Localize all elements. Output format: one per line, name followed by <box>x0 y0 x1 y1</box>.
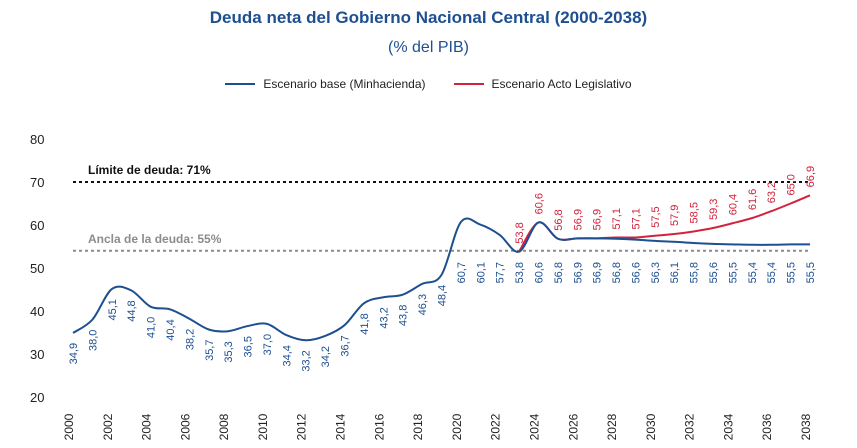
data-label-base: 43,2 <box>378 307 390 328</box>
y-tick-label: 80 <box>30 132 44 147</box>
data-label-base: 44,8 <box>126 300 138 321</box>
x-tick-label: 2022 <box>489 413 503 440</box>
data-label-base: 55,4 <box>766 262 778 283</box>
data-label-base: 55,6 <box>708 262 720 283</box>
x-tick-label: 2010 <box>256 413 270 440</box>
data-label-acto: 57,1 <box>630 208 642 229</box>
data-label-base: 38,2 <box>184 329 196 350</box>
data-label-base: 43,8 <box>398 305 410 326</box>
data-label-base: 56,9 <box>572 262 584 283</box>
legend: Escenario base (Minhacienda) Escenario A… <box>0 77 857 91</box>
data-label-base: 55,8 <box>689 262 701 283</box>
y-tick-label: 60 <box>30 218 44 233</box>
data-label-base: 60,1 <box>475 262 487 283</box>
x-tick-label: 2012 <box>295 413 309 440</box>
data-label-acto: 66,9 <box>805 166 817 187</box>
data-label-base: 36,7 <box>340 335 352 356</box>
x-tick-label: 2002 <box>101 413 115 440</box>
x-tick-label: 2016 <box>372 413 386 440</box>
data-label-acto: 56,8 <box>553 209 565 230</box>
data-label-acto: 65,0 <box>786 174 798 195</box>
data-label-base: 34,9 <box>68 343 80 364</box>
data-label-base: 60,6 <box>533 262 545 283</box>
x-tick-label: 2030 <box>644 413 658 440</box>
data-label-base: 60,7 <box>456 262 468 283</box>
data-label-base: 48,4 <box>437 285 449 306</box>
data-label-base: 55,5 <box>805 262 817 283</box>
data-label-base: 56,6 <box>630 262 642 283</box>
data-label-base: 57,7 <box>495 262 507 283</box>
data-label-base: 56,3 <box>650 262 662 283</box>
legend-label-acto: Escenario Acto Legislativo <box>491 77 632 91</box>
data-label-base: 35,7 <box>204 339 216 360</box>
x-tick-label: 2020 <box>450 413 464 440</box>
x-tick-label: 2000 <box>62 413 76 440</box>
data-label-acto: 58,5 <box>689 202 701 223</box>
data-label-acto: 60,4 <box>727 194 739 215</box>
data-label-acto: 60,6 <box>533 193 545 214</box>
x-tick-label: 2008 <box>217 413 231 440</box>
data-label-base: 40,4 <box>165 319 177 340</box>
data-label-acto: 63,2 <box>766 182 778 203</box>
data-label-base: 56,8 <box>553 262 565 283</box>
chart-title: Deuda neta del Gobierno Nacional Central… <box>209 8 648 27</box>
data-label-acto: 53,8 <box>514 222 526 243</box>
data-label-base: 41,8 <box>359 313 371 334</box>
data-label-base: 33,2 <box>301 350 313 371</box>
x-tick-label: 2018 <box>411 413 425 440</box>
y-tick-label: 40 <box>30 304 44 319</box>
y-tick-label: 50 <box>30 261 44 276</box>
reference-label: Ancla de la deuda: 55% <box>88 232 222 246</box>
x-tick-label: 2014 <box>334 413 348 440</box>
x-tick-label: 2004 <box>140 413 154 440</box>
y-tick-label: 70 <box>30 175 44 190</box>
data-label-base: 35,3 <box>223 341 235 362</box>
x-tick-label: 2034 <box>721 413 735 440</box>
data-label-base: 53,8 <box>514 262 526 283</box>
data-label-acto: 61,6 <box>747 189 759 210</box>
data-label-base: 55,5 <box>786 262 798 283</box>
series-line-base <box>72 217 811 342</box>
data-label-base: 56,8 <box>611 262 623 283</box>
data-label-acto: 56,9 <box>592 209 604 230</box>
data-label-acto: 57,1 <box>611 208 623 229</box>
x-tick-label: 2032 <box>683 413 697 440</box>
x-tick-label: 2036 <box>760 413 774 440</box>
data-label-base: 38,0 <box>87 330 99 351</box>
data-label-base: 55,4 <box>747 262 759 283</box>
data-label-acto: 56,9 <box>572 209 584 230</box>
x-tick-label: 2024 <box>527 413 541 440</box>
data-label-base: 34,2 <box>320 346 332 367</box>
data-label-base: 36,5 <box>243 336 255 357</box>
data-label-base: 41,0 <box>146 317 158 338</box>
data-label-base: 34,4 <box>281 345 293 366</box>
data-label-base: 45,1 <box>107 299 119 320</box>
data-label-base: 55,5 <box>727 262 739 283</box>
data-label-base: 56,1 <box>669 262 681 283</box>
data-label-base: 37,0 <box>262 334 274 355</box>
y-tick-label: 30 <box>30 347 44 362</box>
x-tick-label: 2026 <box>566 413 580 440</box>
chart-subtitle: (% del PIB) <box>388 39 469 56</box>
x-tick-label: 2028 <box>605 413 619 440</box>
y-tick-label: 20 <box>30 390 44 405</box>
data-label-acto: 57,9 <box>669 205 681 226</box>
x-tick-label: 2006 <box>178 413 192 440</box>
legend-item-acto: Escenario Acto Legislativo <box>453 77 632 91</box>
data-label-base: 46,3 <box>417 294 429 315</box>
reference-label: Límite de deuda: 71% <box>88 163 211 177</box>
legend-swatch-acto <box>453 83 484 85</box>
data-label-acto: 57,5 <box>650 206 662 227</box>
legend-swatch-base <box>225 83 256 85</box>
data-label-base: 56,9 <box>592 262 604 283</box>
x-tick-label: 2038 <box>799 413 813 440</box>
legend-label-base: Escenario base (Minhacienda) <box>263 77 426 91</box>
data-label-acto: 59,3 <box>708 199 720 220</box>
legend-item-base: Escenario base (Minhacienda) <box>225 77 426 91</box>
